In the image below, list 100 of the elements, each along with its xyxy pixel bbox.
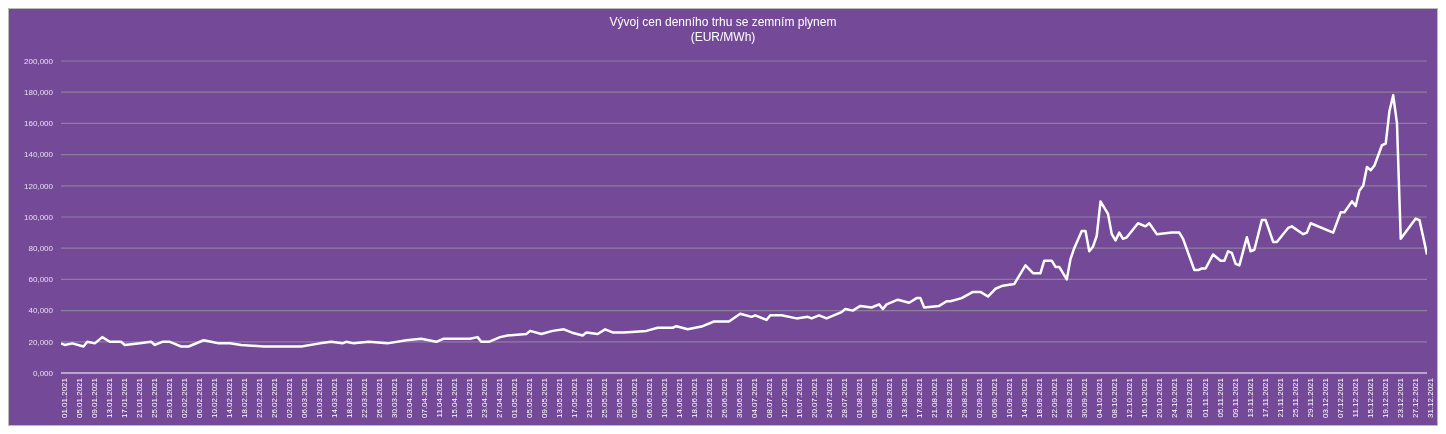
- x-tick-label: 14.02.2021: [224, 377, 234, 419]
- x-tick-label: 13.05.2021: [555, 377, 565, 419]
- x-tick-label: 02.02.2021: [179, 377, 189, 419]
- x-tick-label: 30.03.2021: [389, 377, 399, 419]
- x-tick-label: 29.05.2021: [615, 377, 625, 419]
- y-tick-label: 180,000: [24, 88, 54, 98]
- x-tick-label: 05.01.2021: [74, 377, 84, 419]
- x-tick-label: 26.06.2021: [720, 377, 730, 419]
- x-tick-label: 09.08.2021: [885, 377, 895, 419]
- x-tick-label: 17.08.2021: [915, 377, 925, 419]
- x-tick-label: 05.08.2021: [870, 377, 880, 419]
- x-tick-label: 31.12.2021: [1425, 377, 1435, 419]
- x-tick-label: 05.05.2021: [525, 377, 535, 419]
- x-tick-label: 13.11.2021: [1245, 377, 1255, 418]
- y-tick-label: 160,000: [24, 119, 54, 129]
- x-tick-label: 21.08.2021: [930, 377, 940, 419]
- x-tick-label: 18.03.2021: [344, 377, 354, 419]
- x-tick-label: 09.05.2021: [540, 377, 550, 419]
- x-tick-label: 06.09.2021: [990, 377, 1000, 419]
- x-tick-label: 24.07.2021: [825, 377, 835, 419]
- x-tick-label: 22.03.2021: [359, 377, 369, 419]
- x-tick-label: 02.03.2021: [284, 377, 294, 419]
- x-tick-label: 18.09.2021: [1035, 377, 1045, 419]
- x-tick-label: 29.11.2021: [1305, 377, 1315, 418]
- x-tick-label: 18.06.2021: [690, 377, 700, 419]
- x-tick-label: 02.06.2021: [630, 377, 640, 419]
- x-tick-label: 21.01.2021: [134, 377, 144, 419]
- x-tick-label: 25.08.2021: [945, 377, 955, 419]
- chart-title: Vývoj cen denního trhu se zemním plynem: [608, 15, 838, 30]
- x-tick-label: 25.05.2021: [600, 377, 610, 419]
- y-tick-label: 140,000: [24, 150, 54, 160]
- y-tick-label: 200,000: [24, 56, 54, 66]
- x-tick-label: 06.03.2021: [299, 377, 309, 419]
- x-tick-label: 05.11.2021: [1215, 377, 1225, 418]
- x-tick-label: 06.06.2021: [645, 377, 655, 419]
- y-tick-label: 120,000: [24, 181, 54, 191]
- x-tick-label: 20.07.2021: [810, 377, 820, 419]
- x-tick-label: 10.03.2021: [314, 377, 324, 419]
- x-tick-label: 25.01.2021: [149, 377, 159, 419]
- x-tick-label: 15.04.2021: [449, 377, 459, 419]
- x-tick-label: 06.02.2021: [194, 377, 204, 419]
- y-tick-label: 20,000: [28, 337, 54, 347]
- y-tick-label: 100,000: [24, 212, 54, 222]
- x-tick-label: 08.10.2021: [1110, 377, 1120, 419]
- x-tick-label: 25.11.2021: [1290, 377, 1300, 418]
- x-tick-label: 26.09.2021: [1065, 377, 1075, 419]
- x-tick-label: 16.07.2021: [795, 377, 805, 419]
- x-tick-label: 08.07.2021: [765, 377, 775, 419]
- x-tick-label: 29.01.2021: [164, 377, 174, 419]
- x-tick-label: 20.10.2021: [1155, 377, 1165, 419]
- x-tick-label: 17.01.2021: [119, 377, 129, 419]
- x-tick-label: 21.11.2021: [1275, 377, 1285, 418]
- x-tick-label: 19.04.2021: [464, 377, 474, 419]
- x-tick-label: 10.09.2021: [1005, 377, 1015, 419]
- x-tick-label: 22.09.2021: [1050, 377, 1060, 419]
- x-tick-label: 22.02.2021: [254, 377, 264, 419]
- x-tick-label: 13.08.2021: [900, 377, 910, 419]
- x-tick-label: 26.03.2021: [374, 377, 384, 419]
- x-tick-label: 14.03.2021: [329, 377, 339, 419]
- x-tick-label: 17.11.2021: [1260, 377, 1270, 418]
- x-tick-label: 30.09.2021: [1080, 377, 1090, 419]
- x-tick-label: 27.12.2021: [1410, 377, 1420, 419]
- y-tick-label: 0,000: [32, 368, 54, 378]
- chart-subtitle: (EUR/MWh): [689, 30, 757, 45]
- x-tick-label: 15.12.2021: [1365, 377, 1375, 419]
- x-tick-label: 17.05.2021: [570, 377, 580, 419]
- x-tick-label: 28.10.2021: [1185, 377, 1195, 419]
- x-tick-label: 10.06.2021: [660, 377, 670, 419]
- x-tick-label: 09.01.2021: [89, 377, 99, 419]
- x-tick-label: 01.08.2021: [855, 377, 865, 419]
- x-tick-label: 01.11.2021: [1200, 377, 1210, 418]
- x-tick-label: 21.05.2021: [585, 377, 595, 419]
- x-tick-label: 10.02.2021: [209, 377, 219, 419]
- y-tick-label: 40,000: [28, 306, 54, 316]
- x-tick-label: 01.05.2021: [510, 377, 520, 419]
- x-tick-label: 03.12.2021: [1320, 377, 1330, 419]
- x-tick-label: 12.07.2021: [780, 377, 790, 419]
- line-series: [61, 94, 1427, 348]
- x-tick-label: 27.04.2021: [495, 377, 504, 419]
- x-tick-label: 01.01.2021: [59, 377, 69, 419]
- x-tick-label: 18.02.2021: [239, 377, 249, 419]
- x-tick-label: 19.12.2021: [1380, 377, 1390, 419]
- x-tick-label: 14.06.2021: [675, 377, 685, 419]
- x-tick-label: 07.04.2021: [419, 377, 429, 419]
- x-tick-label: 04.07.2021: [750, 377, 760, 419]
- x-tick-label: 23.04.2021: [479, 377, 489, 419]
- x-tick-label: 11.12.2021: [1350, 377, 1360, 418]
- x-tick-label: 11.04.2021: [434, 377, 444, 418]
- x-tick-label: 14.09.2021: [1020, 377, 1030, 419]
- y-tick-label: 80,000: [28, 244, 54, 254]
- x-tick-label: 28.07.2021: [840, 377, 850, 419]
- x-tick-label: 26.02.2021: [269, 377, 279, 419]
- x-tick-label: 29.08.2021: [960, 377, 970, 419]
- x-tick-label: 09.11.2021: [1230, 377, 1240, 418]
- x-tick-label: 30.06.2021: [735, 377, 745, 419]
- x-tick-label: 12.10.2021: [1125, 377, 1135, 419]
- x-tick-label: 24.10.2021: [1170, 377, 1180, 419]
- y-tick-label: 60,000: [28, 275, 54, 285]
- x-tick-label: 13.01.2021: [104, 377, 114, 419]
- x-tick-label: 07.12.2021: [1335, 377, 1345, 419]
